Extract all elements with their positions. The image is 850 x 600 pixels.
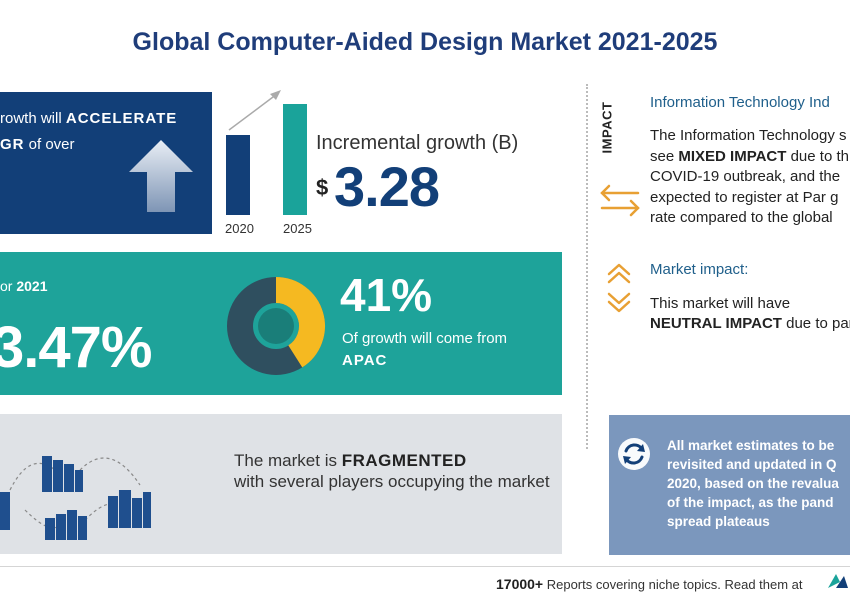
it-industry-body: The Information Technology s see MIXED I… <box>650 127 849 226</box>
market-impact-body: This market will have NEUTRAL IMPACT due… <box>650 295 850 332</box>
refresh-icon <box>618 438 650 470</box>
footer-text: 17000+ Reports covering niche topics. Re… <box>496 576 803 592</box>
incremental-growth-value: 3.28 <box>334 155 440 218</box>
region-name: APAC <box>342 352 388 369</box>
year-label-2020: 2020 <box>225 221 254 236</box>
bar-2020 <box>226 135 250 215</box>
bar-2025 <box>283 104 307 215</box>
accelerate-emphasis: ACCELERATE <box>65 110 178 127</box>
neutral-arrows-icon <box>607 263 631 313</box>
impact-vertical-label: IMPACT <box>599 101 615 154</box>
footer-divider <box>0 566 850 567</box>
region-share-percent: 41% <box>340 269 433 321</box>
growth-line-1: rowth will ACCELERATE <box>0 110 178 127</box>
brand-logo-icon <box>828 574 848 588</box>
growth-line-2: GR of over <box>0 136 75 153</box>
donut-apac-share <box>275 277 325 368</box>
exchange-arrows-icon <box>600 184 640 217</box>
region-share-text: Of growth will come from <box>342 330 508 347</box>
market-impact-title: Market impact: <box>650 261 749 278</box>
neutral-impact-emphasis: NEUTRAL IMPACT <box>650 315 782 332</box>
fragmentation-text: The market is FRAGMENTED with several pl… <box>234 451 550 491</box>
fragmentation-panel <box>0 414 562 554</box>
fragmented-emphasis: FRAGMENTED <box>341 451 467 470</box>
report-count: 17000+ <box>496 576 544 592</box>
yoy-growth-value: 3.47% <box>0 315 152 380</box>
arrow-up-icon <box>129 140 193 212</box>
trend-arrow-icon <box>228 90 281 131</box>
column-divider <box>586 84 588 449</box>
growth-acceleration-panel: rowth will ACCELERATE GR of over <box>0 92 212 234</box>
it-industry-title: Information Technology Ind <box>650 94 830 111</box>
page-title: Global Computer-Aided Design Market 2021… <box>132 28 718 56</box>
revision-note-panel <box>609 415 850 555</box>
buildings-network-icon <box>0 456 151 540</box>
incremental-growth-label: Incremental growth (B) <box>316 132 519 154</box>
donut-center <box>258 308 294 344</box>
year-label-2025: 2025 <box>283 221 312 236</box>
currency-symbol: $ <box>316 175 329 200</box>
yoy-year: 2021 <box>16 278 48 294</box>
region-donut-chart <box>227 277 325 375</box>
mixed-impact-emphasis: MIXED IMPACT <box>678 147 787 165</box>
yoy-label: or 2021 <box>0 278 48 294</box>
revision-note-text: All market estimates to be revisited and… <box>667 438 839 529</box>
